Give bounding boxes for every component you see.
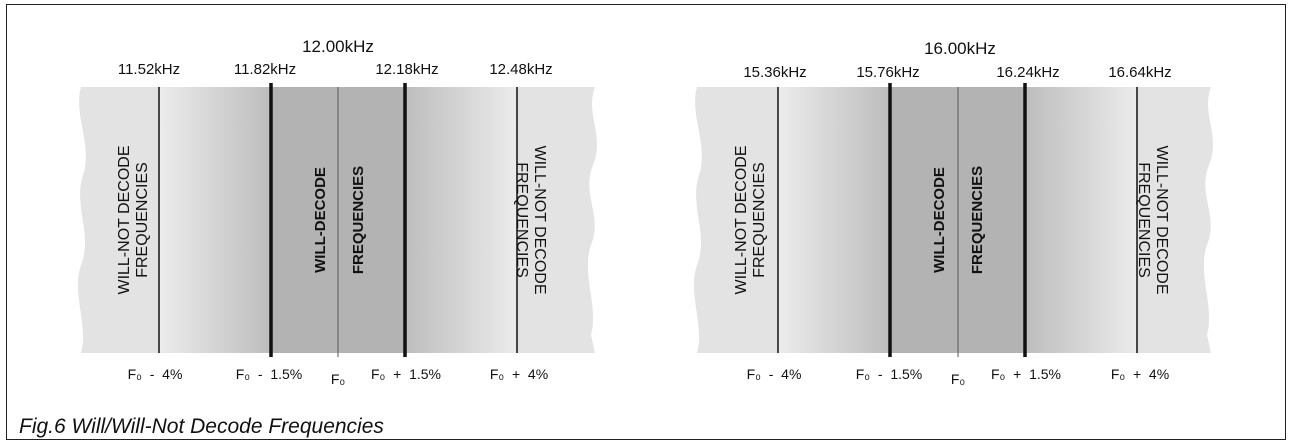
svg-text:WILL-NOT DECODE: WILL-NOT DECODE [1153, 145, 1170, 294]
center-freq-label: 12.00kHz [302, 37, 374, 56]
freq-label-1: 15.36kHz [743, 64, 806, 81]
center-freq-label: 16.00kHz [924, 39, 996, 58]
right-will-not-label: WILL-NOT DECODE FREQUENCIES [513, 145, 548, 294]
diagram-12khz: 12.00kHz 11.52kHz 11.82kHz 12.18kHz 12.4… [77, 37, 597, 387]
figure-caption: Fig.6 Will/Will-Not Decode Frequencies [19, 415, 384, 438]
bottom-plus4: F₀ + 4% [490, 366, 548, 382]
svg-text:FREQUENCIES: FREQUENCIES [350, 166, 367, 274]
freq-label-3: 16.24kHz [996, 64, 1059, 81]
right-will-not-label: WILL-NOT DECODE FREQUENCIES [1135, 145, 1170, 294]
svg-text:WILL-DECODE: WILL-DECODE [931, 167, 948, 273]
freq-label-2: 15.76kHz [856, 64, 919, 81]
freq-label-4: 16.64kHz [1108, 64, 1171, 81]
svg-text:WILL-NOT DECODE: WILL-NOT DECODE [531, 145, 548, 294]
bottom-minus15: F₀ - 1.5% [856, 366, 923, 382]
svg-text:WILL-NOT DECODE: WILL-NOT DECODE [733, 145, 750, 294]
bottom-f0: F₀ [951, 371, 966, 387]
svg-text:WILL-DECODE: WILL-DECODE [312, 167, 329, 273]
zone-right-transition [405, 87, 517, 353]
freq-label-1: 11.52kHz [118, 61, 180, 78]
frequencies-label: FREQUENCIES [969, 166, 986, 274]
bottom-minus4: F₀ - 4% [128, 366, 183, 382]
decode-diagrams: 12.00kHz 11.52kHz 11.82kHz 12.18kHz 12.4… [77, 37, 1213, 387]
diagram-16khz: 16.00kHz 15.36kHz 15.76kHz 16.24kHz 16.6… [693, 39, 1213, 387]
left-will-not-label: WILL-NOT DECODE FREQUENCIES [116, 145, 151, 294]
bottom-f0: F₀ [331, 371, 346, 387]
bottom-plus15: F₀ + 1.5% [991, 366, 1061, 382]
figure-frame: 12.00kHz 11.52kHz 11.82kHz 12.18kHz 12.4… [6, 4, 1286, 440]
bottom-plus15: F₀ + 1.5% [371, 366, 441, 382]
bottom-minus4: F₀ - 4% [747, 366, 802, 382]
bottom-minus15: F₀ - 1.5% [236, 366, 303, 382]
left-will-not-label: WILL-NOT DECODE FREQUENCIES [733, 145, 768, 294]
zone-left-transition [159, 87, 271, 353]
zone-left-transition [778, 87, 890, 353]
zone-right-transition [1025, 87, 1137, 353]
freq-label-4: 12.48kHz [489, 61, 552, 78]
frequencies-label: FREQUENCIES [350, 166, 367, 274]
will-decode-label: WILL-DECODE [312, 167, 329, 273]
freq-label-3: 12.18kHz [375, 61, 438, 78]
svg-text:FREQUENCIES: FREQUENCIES [751, 162, 768, 278]
will-decode-label: WILL-DECODE [931, 167, 948, 273]
svg-text:WILL-NOT DECODE: WILL-NOT DECODE [116, 145, 133, 294]
bottom-plus4: F₀ + 4% [1111, 366, 1169, 382]
svg-text:FREQUENCIES: FREQUENCIES [513, 162, 530, 278]
svg-text:FREQUENCIES: FREQUENCIES [969, 166, 986, 274]
freq-label-2: 11.82kHz [234, 61, 296, 78]
svg-text:FREQUENCIES: FREQUENCIES [134, 162, 151, 278]
svg-text:FREQUENCIES: FREQUENCIES [1135, 162, 1152, 278]
